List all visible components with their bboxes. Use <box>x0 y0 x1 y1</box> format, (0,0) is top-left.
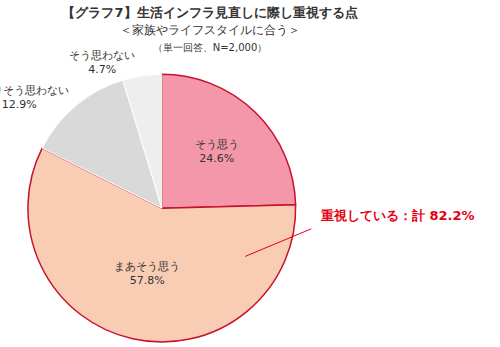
svg-text:重視している：計 82.2%: 重視している：計 82.2% <box>320 208 475 223</box>
svg-text:【グラフ7】生活インフラ見直しに際し重視する点＜家族やライフ: 【グラフ7】生活インフラ見直しに際し重視する点＜家族やライフスタイルに合う＞（単… <box>62 5 357 53</box>
svg-text:そう思う24.6%: そう思う24.6% <box>195 138 239 165</box>
svg-text:まあそう思う57.8%: まあそう思う57.8% <box>114 260 180 287</box>
svg-text:あまりそう思わない12.9%: あまりそう思わない12.9% <box>0 84 69 111</box>
svg-text:そう思わない4.7%: そう思わない4.7% <box>69 49 135 76</box>
